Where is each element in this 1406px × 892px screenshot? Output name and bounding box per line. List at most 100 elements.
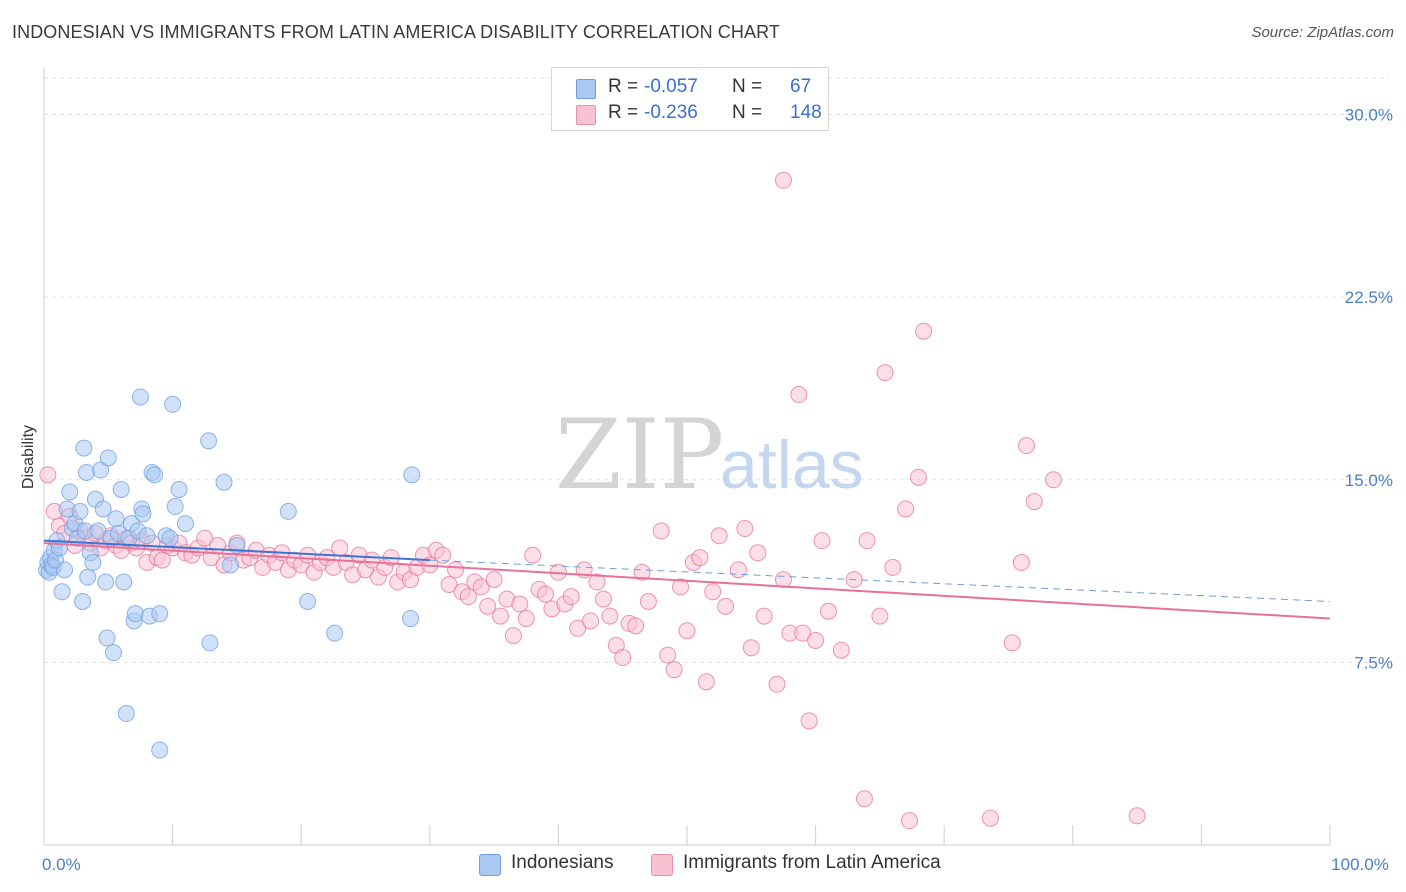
data-point — [511, 595, 529, 613]
data-point — [742, 639, 760, 657]
data-point — [652, 522, 670, 540]
data-point — [279, 502, 297, 520]
legend-swatch-blue — [576, 79, 596, 99]
data-point — [639, 593, 657, 611]
data-point — [871, 607, 889, 625]
y-tick-label: 15.0% — [1345, 471, 1393, 490]
data-point — [61, 483, 79, 501]
data-point — [131, 388, 149, 406]
data-point — [94, 500, 112, 518]
data-point — [1018, 437, 1036, 455]
data-point — [89, 522, 107, 540]
x-tick-label: 100.0% — [1331, 855, 1389, 874]
y-tick-label: 30.0% — [1345, 106, 1393, 125]
data-point — [104, 644, 122, 662]
data-point — [434, 546, 452, 564]
watermark-atlas: atlas — [720, 427, 864, 503]
data-point — [151, 605, 169, 623]
data-point — [117, 705, 135, 723]
data-point — [832, 641, 850, 659]
data-point — [200, 432, 218, 450]
data-point — [138, 527, 156, 545]
trend-line-indonesians-extension — [429, 559, 1331, 603]
source-label: Source: ZipAtlas.com — [1251, 24, 1394, 41]
data-point — [112, 481, 130, 499]
data-point — [134, 505, 152, 523]
data-point — [403, 466, 421, 484]
data-point — [485, 571, 503, 589]
data-point — [900, 812, 918, 830]
data-point — [299, 593, 317, 611]
data-point — [472, 578, 490, 596]
data-point — [1025, 493, 1043, 511]
series-latin-america — [39, 171, 1146, 830]
data-point — [717, 597, 735, 615]
data-point — [588, 573, 606, 591]
data-point — [729, 561, 747, 579]
data-point — [71, 502, 89, 520]
data-point — [98, 629, 116, 647]
data-point — [794, 624, 812, 642]
data-point — [755, 607, 773, 625]
y-axis-label: Disability — [20, 425, 37, 489]
data-point — [704, 583, 722, 601]
data-point — [594, 590, 612, 608]
legend-swatch-pink — [576, 105, 596, 125]
data-point — [115, 573, 133, 591]
axes: 7.5% 15.0% 22.5% 30.0% 0.0% 100.0% — [42, 68, 1393, 874]
data-point — [981, 809, 999, 827]
data-point — [331, 539, 349, 557]
data-point — [151, 741, 169, 759]
data-point — [915, 322, 933, 340]
bottom-legend-label: Immigrants from Latin America — [683, 852, 941, 873]
legend-n-value: 67 — [790, 76, 812, 97]
data-point — [790, 386, 808, 404]
bottom-legend-label: Indonesians — [511, 852, 614, 873]
data-point — [800, 712, 818, 730]
data-point — [524, 546, 542, 564]
data-point — [56, 561, 74, 579]
legend-n-label: N = — [732, 102, 763, 123]
data-point — [39, 466, 57, 484]
data-point — [517, 610, 535, 628]
x-tick-label: 0.0% — [42, 855, 81, 874]
data-point — [537, 585, 555, 603]
data-point — [633, 563, 651, 581]
series-indonesians — [38, 388, 421, 759]
trend-layer — [43, 539, 1331, 620]
data-point — [326, 624, 344, 642]
data-point — [74, 593, 92, 611]
data-point — [1045, 471, 1063, 489]
data-point — [504, 627, 522, 645]
bottom-legend-swatch-blue — [479, 854, 501, 876]
data-point — [447, 561, 465, 579]
data-point — [768, 675, 786, 693]
watermark-zip: ZIP — [555, 399, 724, 511]
data-point — [774, 571, 792, 589]
data-point — [79, 568, 97, 586]
data-point — [1128, 807, 1146, 825]
data-point — [170, 481, 188, 499]
legend-n-value: 148 — [790, 102, 822, 123]
trend-line-latin-america — [43, 542, 1331, 620]
data-point — [479, 597, 497, 615]
data-point — [53, 583, 71, 601]
data-point — [440, 575, 458, 593]
data-point — [99, 449, 117, 467]
data-point — [582, 612, 600, 630]
data-point — [161, 529, 179, 547]
data-point — [876, 364, 894, 382]
data-point — [164, 395, 182, 413]
trend-line-indonesians — [43, 539, 430, 562]
data-point — [697, 673, 715, 691]
data-point — [562, 588, 580, 606]
data-point — [897, 500, 915, 518]
data-point — [710, 527, 728, 545]
data-point — [691, 549, 709, 567]
legend-r-label: R = — [608, 76, 639, 97]
data-point — [858, 532, 876, 550]
grid-lines — [44, 77, 1390, 663]
data-point — [402, 610, 420, 628]
data-point — [126, 605, 144, 623]
